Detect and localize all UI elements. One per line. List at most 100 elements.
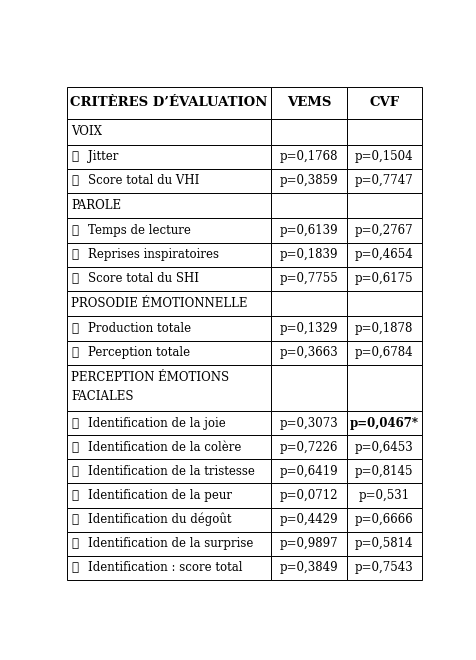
Bar [67,291,270,316]
Bar [67,119,270,145]
Bar [346,411,421,435]
Bar [346,531,421,556]
Text: ➢: ➢ [71,537,78,550]
Bar [346,243,421,267]
Text: p=0,0712: p=0,0712 [279,489,337,502]
Bar [67,267,270,291]
Text: Jitter: Jitter [88,150,119,163]
Bar [346,483,421,508]
Text: ➢: ➢ [71,272,78,285]
Bar [346,145,421,169]
Bar [270,316,346,341]
Text: p=0,4429: p=0,4429 [279,513,337,526]
Bar [270,267,346,291]
Text: ➢: ➢ [71,489,78,502]
Text: ➢: ➢ [71,224,78,237]
Bar [270,531,346,556]
Text: p=0,3073: p=0,3073 [279,416,337,430]
Text: p=0,1839: p=0,1839 [279,248,337,261]
Bar [346,316,421,341]
Text: ➢: ➢ [71,150,78,163]
Text: p=0,6453: p=0,6453 [354,441,413,454]
Bar [270,556,346,579]
Bar [270,218,346,243]
Text: p=0,531: p=0,531 [358,489,409,502]
Text: p=0,9897: p=0,9897 [279,537,337,550]
Bar [346,169,421,193]
Bar [67,169,270,193]
Bar [346,435,421,459]
Text: p=0,3849: p=0,3849 [279,561,337,574]
Bar [346,119,421,145]
Text: p=0,3859: p=0,3859 [279,174,337,187]
Text: p=0,7226: p=0,7226 [279,441,337,454]
Text: Identification de la joie: Identification de la joie [88,416,226,430]
Text: CRITÈRES D’ÉVALUATION: CRITÈRES D’ÉVALUATION [70,96,267,110]
Text: Score total du SHI: Score total du SHI [88,272,199,285]
Text: Reprises inspiratoires: Reprises inspiratoires [88,248,219,261]
Bar [346,218,421,243]
Text: p=0,7747: p=0,7747 [354,174,413,187]
Text: p=0,6666: p=0,6666 [354,513,413,526]
Text: Identification du dégoût: Identification du dégoût [88,513,231,526]
Bar [346,364,421,411]
Text: Perception totale: Perception totale [88,346,190,359]
Bar [67,508,270,531]
Bar [270,145,346,169]
Bar [270,193,346,218]
Text: ➢: ➢ [71,513,78,526]
Bar [270,119,346,145]
Text: Identification de la surprise: Identification de la surprise [88,537,253,550]
Text: ➢: ➢ [71,441,78,454]
Text: p=0,1768: p=0,1768 [279,150,337,163]
Bar [346,508,421,531]
Text: p=0,2767: p=0,2767 [354,224,413,237]
Text: p=0,6175: p=0,6175 [354,272,413,285]
Text: p=0,7755: p=0,7755 [279,272,337,285]
Bar [67,218,270,243]
Text: ➢: ➢ [71,174,78,187]
Text: VEMS: VEMS [286,96,330,110]
Text: p=0,0467*: p=0,0467* [349,416,418,430]
Bar [270,341,346,364]
Text: PERCEPTION ÉMOTIONS: PERCEPTION ÉMOTIONS [71,371,229,384]
Text: p=0,6419: p=0,6419 [279,465,337,478]
Bar [67,243,270,267]
Bar [346,267,421,291]
Text: VOIX: VOIX [71,125,102,139]
Text: ➢: ➢ [71,561,78,574]
Bar [67,193,270,218]
Text: p=0,3663: p=0,3663 [279,346,337,359]
Bar [270,364,346,411]
Bar [346,193,421,218]
Text: p=0,7543: p=0,7543 [354,561,413,574]
Bar [67,411,270,435]
Bar [67,435,270,459]
Bar [270,411,346,435]
Bar [67,145,270,169]
Text: ➢: ➢ [71,248,78,261]
Bar [270,243,346,267]
Bar [67,87,270,119]
Bar [346,341,421,364]
Bar [270,483,346,508]
Text: Temps de lecture: Temps de lecture [88,224,191,237]
Text: ➢: ➢ [71,416,78,430]
Text: p=0,1329: p=0,1329 [279,322,337,335]
Text: p=0,6784: p=0,6784 [354,346,413,359]
Text: p=0,1878: p=0,1878 [354,322,413,335]
Text: Score total du VHI: Score total du VHI [88,174,199,187]
Text: ➢: ➢ [71,465,78,478]
Text: PAROLE: PAROLE [71,199,121,212]
Bar [270,508,346,531]
Text: Identification de la peur: Identification de la peur [88,489,232,502]
Text: FACIALES: FACIALES [71,390,133,403]
Bar [67,364,270,411]
Bar [346,556,421,579]
Bar [67,556,270,579]
Bar [270,87,346,119]
Bar [270,169,346,193]
Text: Production totale: Production totale [88,322,191,335]
Text: p=0,5814: p=0,5814 [354,537,413,550]
Text: ➢: ➢ [71,346,78,359]
